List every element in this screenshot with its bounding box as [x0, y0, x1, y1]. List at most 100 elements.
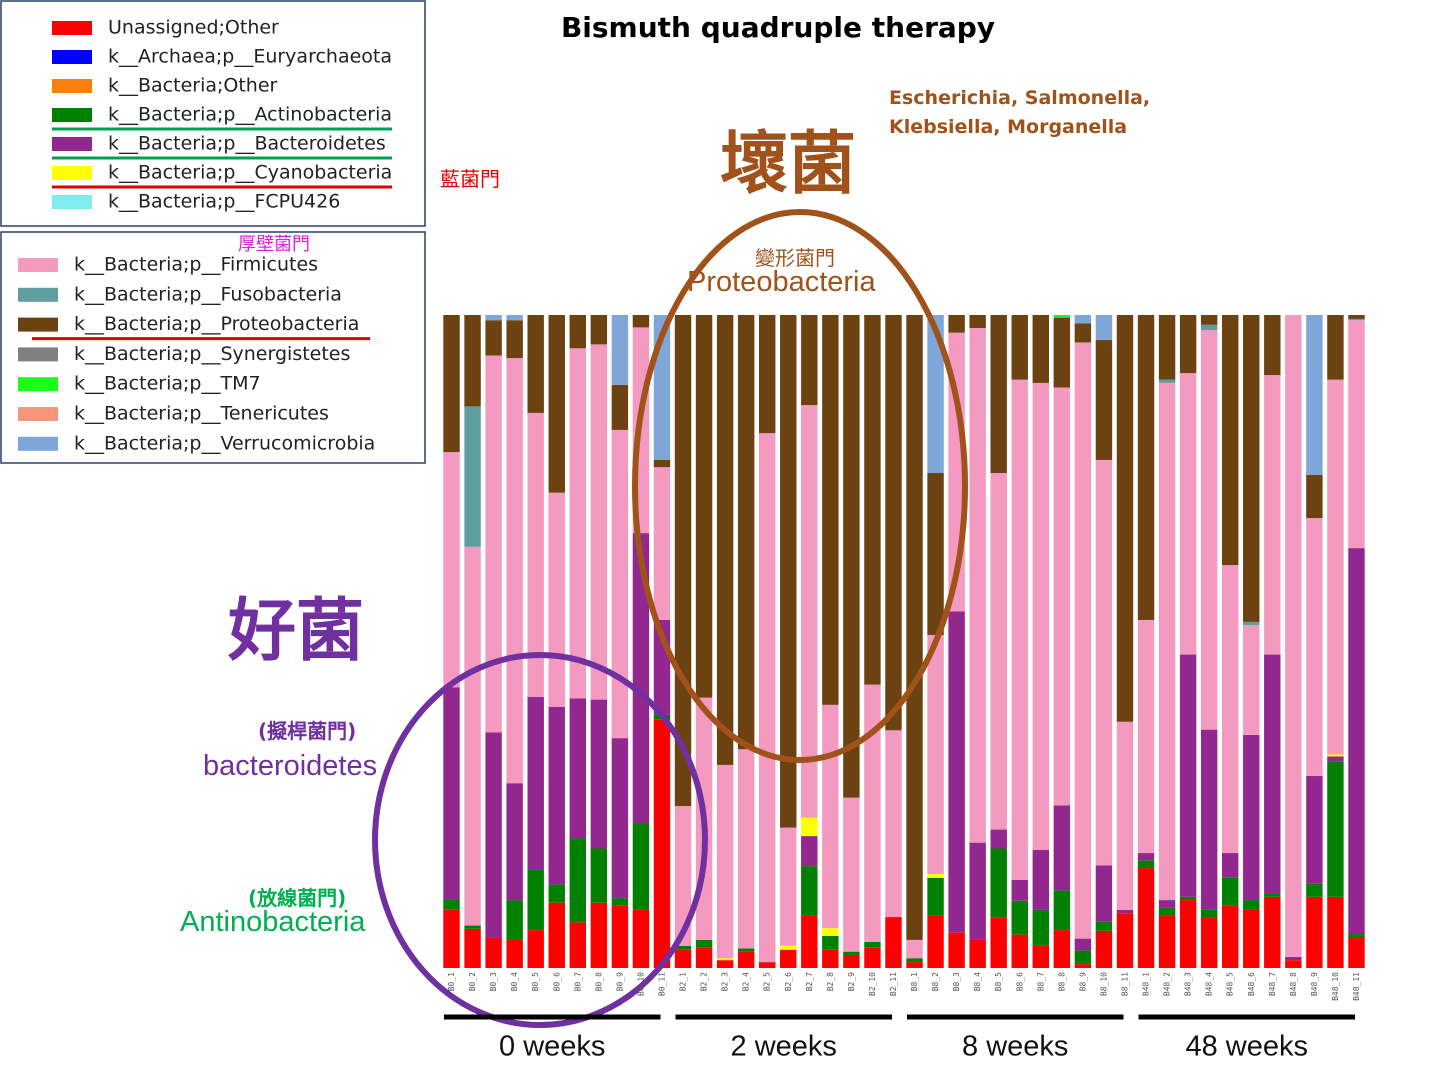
- legend-label: k__Bacteria;p__FCPU426: [108, 191, 340, 213]
- bar-segment: [948, 611, 965, 933]
- bar-segment: [1200, 330, 1218, 730]
- bar-segment: [464, 928, 481, 968]
- bar-segment: [758, 962, 776, 968]
- bar-segment: [527, 870, 544, 931]
- legend-swatch: [18, 436, 58, 451]
- legend-label: k__Bacteria;p__Proteobacteria: [74, 313, 359, 335]
- bar-segment: [927, 873, 944, 878]
- bar-segment: [1032, 849, 1050, 910]
- legend-swatch: [52, 79, 92, 93]
- annotation: 好菌: [228, 591, 365, 671]
- bar-segment: [1095, 930, 1113, 968]
- bar-segment: [737, 948, 755, 952]
- x-tick-label: B0_11: [657, 972, 666, 996]
- bar-segment: [1158, 907, 1176, 916]
- bar-segment: [1095, 865, 1113, 922]
- legend-swatch: [52, 50, 92, 64]
- bar-segment: [990, 917, 1007, 968]
- bar-segment: [485, 355, 502, 733]
- bar-segment: [674, 949, 692, 968]
- bar-segment: [1327, 756, 1344, 762]
- bar-segment: [906, 958, 923, 963]
- bar-segment: [1348, 937, 1365, 968]
- bar-segment: [1053, 387, 1071, 806]
- x-tick-label: B2_7: [805, 972, 814, 991]
- bar-segment: [801, 817, 818, 837]
- bar-segment: [1243, 900, 1260, 910]
- bar-segment: [1264, 654, 1281, 894]
- bar-segment: [506, 320, 523, 359]
- x-tick-label: B8_7: [1036, 972, 1045, 991]
- bar-segment: [1074, 342, 1092, 939]
- annotation: 厚壁菌門: [238, 234, 310, 255]
- annotation: (擬桿菌門): [258, 719, 357, 743]
- annotation: Escherichia, Salmonella, Klebsiella, Mor…: [889, 87, 1151, 138]
- bar-segment: [1011, 879, 1028, 901]
- x-tick-label: B0_5: [531, 972, 540, 991]
- bar-segment: [1137, 868, 1155, 968]
- bar-segment: [1348, 320, 1365, 549]
- legend-label: k__Bacteria;Other: [108, 75, 278, 97]
- bar-segment: [1011, 315, 1028, 380]
- bar-segment: [1221, 905, 1239, 968]
- x-tick-label: B8_6: [1015, 972, 1024, 991]
- x-tick-label: B0_2: [468, 972, 477, 991]
- bar-segment: [1243, 315, 1260, 622]
- bar-segment: [611, 384, 629, 430]
- bar-segment: [1348, 315, 1365, 319]
- bar-segment: [1074, 938, 1092, 951]
- bar-segment: [464, 315, 481, 407]
- bar-segment: [1221, 853, 1239, 878]
- bar-segment: [1095, 459, 1113, 866]
- x-tick-label: B0_3: [489, 972, 498, 991]
- bar-segment: [632, 315, 650, 328]
- bar-segment: [443, 687, 460, 900]
- bar-segment: [695, 939, 713, 948]
- bar-segment: [569, 922, 587, 968]
- legend-label: k__Bacteria;p__Fusobacteria: [74, 283, 342, 305]
- bar-segment: [801, 405, 818, 818]
- bar-segment: [443, 899, 460, 910]
- legend-label: k__Archaea;p__Euryarchaeota: [108, 46, 392, 68]
- bar-segment: [1032, 382, 1050, 850]
- bar-segment: [695, 947, 713, 968]
- highlight-ellipse: [372, 652, 708, 1028]
- bar-segment: [506, 783, 523, 901]
- legend-label: k__Bacteria;p__Firmicutes: [74, 254, 318, 276]
- legend-label: k__Bacteria;p__Bacteroidetes: [108, 133, 386, 155]
- x-tick-label: B48_5: [1226, 972, 1235, 996]
- group-label: 2 weeks: [731, 1031, 837, 1063]
- bar-segment: [1137, 853, 1155, 861]
- bar-segment: [1243, 621, 1260, 626]
- bar-segment: [906, 939, 923, 959]
- bar-segment: [801, 315, 818, 406]
- bar-segment: [1179, 373, 1197, 655]
- bar-segment: [1074, 950, 1092, 965]
- bar-segment: [864, 941, 881, 948]
- bar-segment: [1074, 323, 1092, 343]
- x-tick-label: B2_2: [700, 972, 709, 991]
- annotation: bacteroidetes: [203, 750, 378, 782]
- bar-segment: [1327, 896, 1344, 968]
- bar-segment: [485, 732, 502, 938]
- bar-segment: [464, 406, 481, 547]
- bar-segment: [737, 749, 755, 949]
- group-label: 8 weeks: [962, 1031, 1068, 1063]
- x-tick-label: B2_10: [868, 972, 877, 996]
- bar-segment: [1200, 917, 1218, 968]
- legend-swatch: [18, 317, 58, 332]
- bar-segment: [969, 315, 986, 329]
- bar-segment: [611, 898, 629, 906]
- bar-segment: [1158, 382, 1176, 901]
- bar-segment: [1095, 315, 1113, 340]
- bar-segment: [548, 315, 565, 493]
- bar-segment: [1285, 956, 1302, 961]
- legend-label: Unassigned;Other: [108, 17, 279, 39]
- bar-segment: [674, 806, 692, 946]
- x-tick-label: B48_2: [1163, 972, 1172, 996]
- bar-segment: [990, 315, 1007, 474]
- bar-segment: [632, 533, 650, 824]
- bar-segment: [780, 945, 797, 950]
- bar-segment: [1158, 379, 1176, 383]
- bar-segment: [1032, 945, 1050, 968]
